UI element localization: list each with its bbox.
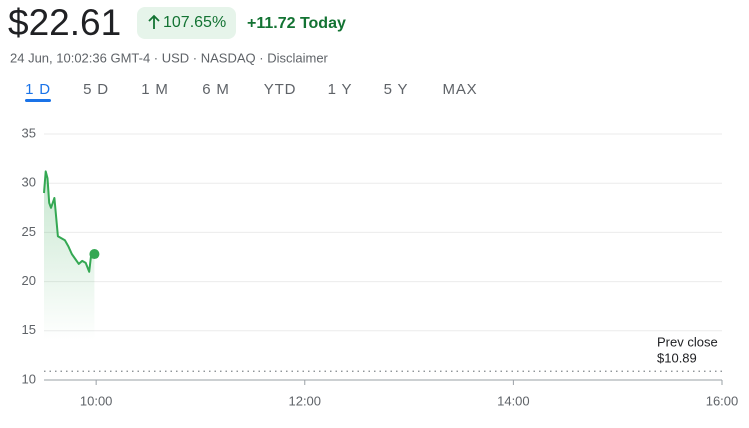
range-tab[interactable]: 6 M — [202, 81, 229, 98]
prev-close-label: $10.89 — [657, 350, 697, 365]
last-point — [89, 249, 100, 260]
range-tab[interactable]: 5 Y — [384, 81, 409, 98]
y-tick-label: 10 — [22, 371, 36, 386]
x-tick-label: 14:00 — [497, 393, 530, 408]
y-tick-label: 15 — [22, 322, 36, 337]
range-tab[interactable]: MAX — [443, 81, 478, 98]
x-tick-label: 10:00 — [80, 393, 113, 408]
y-tick-label: 20 — [22, 273, 36, 288]
y-tick-label: 25 — [22, 224, 36, 239]
change-pill — [137, 7, 236, 39]
change-percent: 107.65% — [163, 14, 226, 31]
tab-underline — [25, 99, 51, 102]
area — [44, 171, 95, 340]
range-tabs: 1 D 5 D 1 M 6 M YTD 1 Y 5 Y MAX — [25, 81, 477, 102]
y-tick-label: 35 — [22, 125, 36, 140]
meta: 24 Jun, 10:02:36 GMT-4 · USD · NASDAQ · … — [10, 50, 329, 65]
price: $22.61 — [8, 2, 121, 43]
range-tab[interactable]: 1 D — [25, 81, 51, 98]
x-tick-label: 16:00 — [706, 393, 739, 408]
range-tab[interactable]: 5 D — [83, 81, 109, 98]
y-tick-label: 30 — [22, 175, 36, 190]
price-line — [43, 170, 95, 273]
range-tab[interactable]: YTD — [264, 81, 296, 98]
range-tab[interactable]: 1 M — [141, 81, 168, 98]
up-arrow-icon — [148, 14, 160, 29]
change-today: +11.72 Today — [247, 15, 346, 32]
x-tick-label: 12:00 — [288, 393, 321, 408]
plot: 10 15 20 25 30 35 10:00 12:00 14:00 16:00 Prev clo… — [22, 125, 739, 408]
range-tab[interactable]: 1 Y — [328, 81, 353, 98]
prev-close-text: Prev close — [657, 334, 718, 349]
